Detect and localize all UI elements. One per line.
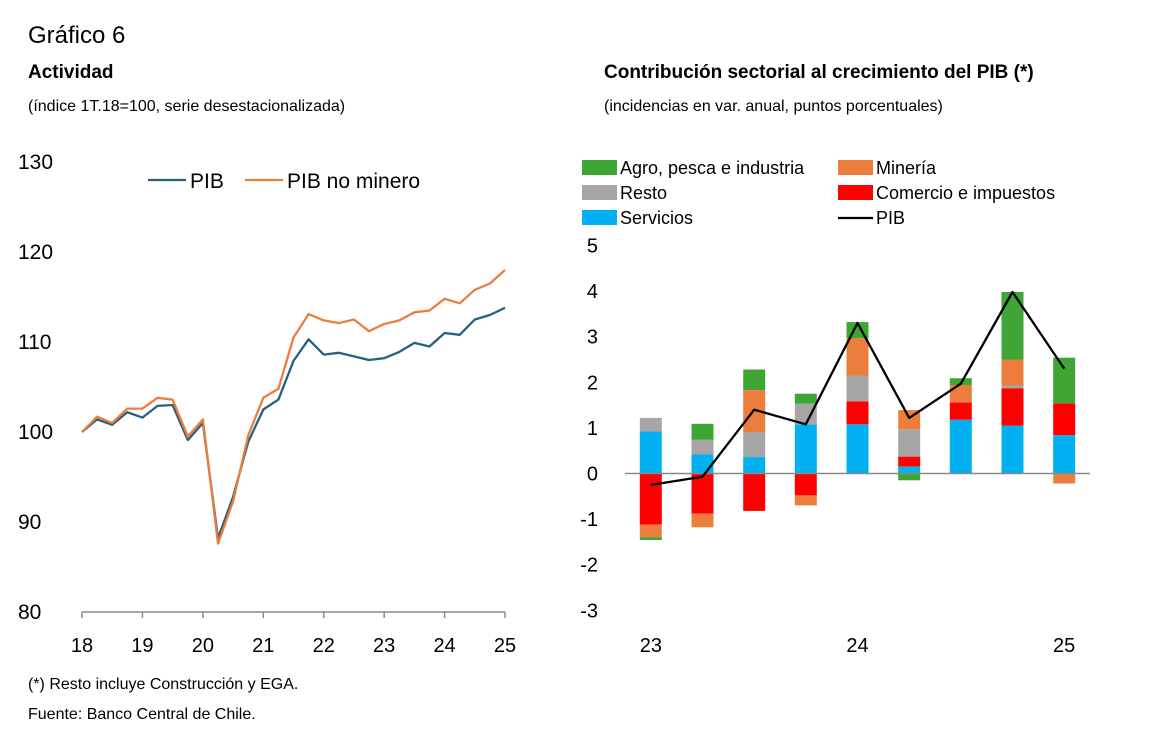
bar-segment-servicios	[1001, 425, 1024, 474]
y-tick-label: 110	[18, 331, 51, 354]
figure-title: Gráfico 6	[28, 22, 126, 49]
legend-label: Servicios	[620, 208, 693, 228]
bar-segment-servicios	[1053, 435, 1076, 474]
x-tick-label: 24	[846, 635, 868, 657]
series-line-pib	[81, 306, 506, 540]
x-tick-label: 18	[71, 635, 93, 657]
y-tick-label: 2	[587, 372, 598, 394]
bar-segment-comercio	[846, 401, 869, 425]
left-chart-subtitle: (índice 1T.18=100, serie desestacionaliz…	[28, 98, 346, 115]
right-chart-subtitle: (incidencias en var. anual, puntos porce…	[604, 98, 943, 115]
x-tick-label: 23	[640, 635, 662, 657]
legend-label: Resto	[620, 183, 667, 203]
bar-segment-comercio	[639, 473, 662, 525]
bar-segment-minería	[794, 495, 817, 506]
source-note: Fuente: Banco Central de Chile.	[28, 706, 256, 723]
x-tick-label: 19	[131, 635, 153, 657]
legend-label: Minería	[876, 158, 937, 178]
bar-segment-servicios	[898, 466, 921, 474]
bar-segment-comercio	[1001, 388, 1024, 426]
bar-segment-resto	[691, 439, 714, 455]
bar-segment-resto	[1001, 385, 1024, 389]
bar-segment-resto	[639, 417, 662, 432]
bar-segment-minería	[639, 524, 662, 538]
bar-segment-minería	[1001, 359, 1024, 386]
bar-segment-servicios	[743, 457, 766, 474]
series-line-pib	[650, 290, 1066, 487]
x-tick-label: 25	[1053, 635, 1075, 657]
y-tick-label: -3	[580, 600, 598, 622]
bar-segment-comercio	[691, 473, 714, 514]
series-line-pib-no-minero	[81, 269, 506, 545]
x-tick-label: 25	[494, 635, 516, 657]
x-tick-label: 20	[192, 635, 214, 657]
y-tick-label: -2	[580, 555, 598, 577]
bar-segment-comercio	[898, 456, 921, 467]
bar-segment-minería	[691, 513, 714, 528]
y-tick-label: 5	[587, 236, 598, 258]
bar-segment-resto	[846, 375, 869, 402]
bar-segment-agro	[1053, 357, 1076, 404]
left-chart-title: Actividad	[28, 62, 114, 83]
y-tick-label: 3	[587, 327, 598, 349]
bar-segment-agro	[691, 423, 714, 440]
y-tick-label: 0	[587, 464, 598, 486]
footnote: (*) Resto incluye Construcción y EGA.	[28, 676, 299, 693]
y-tick-label: 1	[587, 418, 598, 440]
x-tick-label: 23	[373, 635, 395, 657]
legend-label: PIB	[876, 208, 905, 228]
legend-swatch	[582, 160, 617, 175]
bar-segment-resto	[743, 432, 766, 458]
x-tick-label: 24	[433, 635, 455, 657]
legend-swatch	[838, 185, 873, 200]
bar-segment-servicios	[794, 424, 817, 474]
bar-segment-agro	[743, 369, 766, 390]
bar-segment-resto	[794, 403, 817, 425]
bar-segment-resto	[898, 429, 921, 457]
bar-segment-servicios	[949, 419, 972, 474]
bar-segment-comercio	[794, 473, 817, 496]
y-tick-label: 120	[18, 241, 53, 264]
bar-segment-minería	[846, 338, 869, 376]
x-tick-label: 21	[252, 635, 274, 657]
right-chart-title: Contribución sectorial al crecimiento de…	[604, 62, 1034, 83]
bar-segment-agro	[794, 393, 817, 404]
legend-label: Comercio e impuestos	[876, 183, 1055, 203]
bar-segment-minería	[1053, 473, 1076, 484]
y-tick-label: 80	[18, 601, 41, 624]
y-tick-label: 100	[18, 421, 53, 444]
y-tick-label: 4	[587, 281, 598, 303]
bar-segment-servicios	[639, 431, 662, 474]
legend-swatch	[838, 160, 873, 175]
bar-segment-comercio	[949, 402, 972, 420]
legend-label: PIB no minero	[287, 170, 420, 193]
bar-segment-agro	[898, 473, 921, 481]
bar-segment-servicios	[691, 454, 714, 474]
legend-swatch	[582, 210, 617, 225]
bar-segment-comercio	[743, 473, 766, 511]
bar-segment-minería	[949, 385, 972, 403]
bar-segment-comercio	[1053, 403, 1076, 436]
y-tick-label: 130	[18, 151, 53, 174]
legend-swatch	[582, 185, 617, 200]
x-tick-label: 22	[313, 635, 335, 657]
bar-segment-agro	[1001, 292, 1024, 360]
legend-label: Agro, pesca e industria	[620, 158, 805, 178]
bar-segment-agro	[639, 537, 662, 540]
y-tick-label: 90	[18, 511, 41, 534]
legend-label: PIB	[190, 170, 224, 193]
bar-segment-servicios	[846, 424, 869, 474]
y-tick-label: -1	[580, 509, 598, 531]
